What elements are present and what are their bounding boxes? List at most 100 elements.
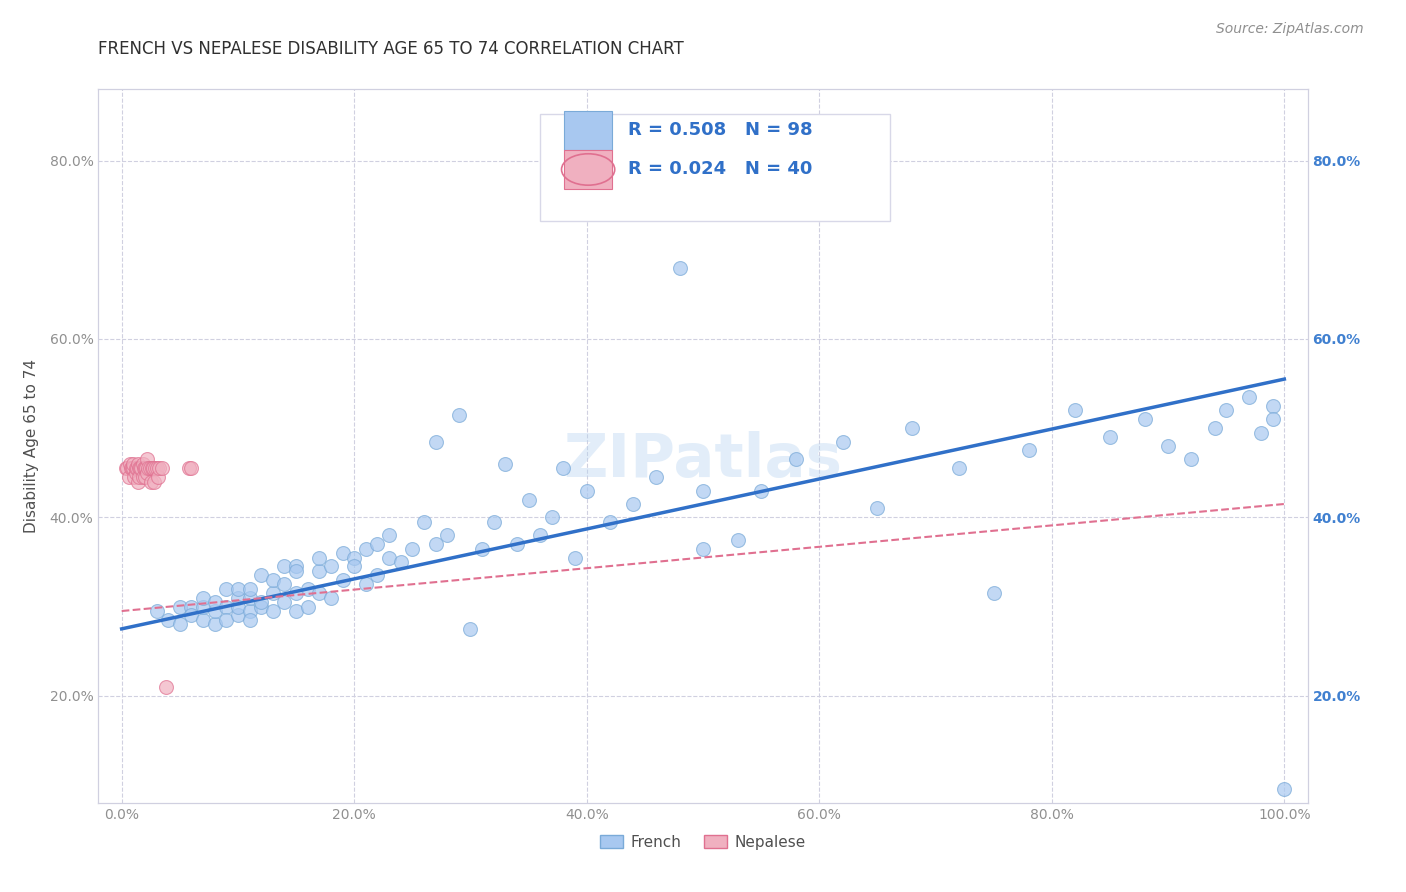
Point [285,604,308,618]
Point [471,541,494,556]
Point [124,466,146,480]
Point [343,550,366,565]
Text: FRENCH VS NEPALESE DISABILITY AGE 65 TO 74 CORRELATION CHART: FRENCH VS NEPALESE DISABILITY AGE 65 TO … [98,40,685,58]
Point [285,559,308,574]
Point [564,550,586,565]
Point [262,573,284,587]
Point [239,604,262,618]
Text: R = 0.508   N = 98: R = 0.508 N = 98 [628,121,813,139]
Point [308,550,330,565]
Point [727,533,749,547]
Point [1064,403,1087,417]
Point [297,582,319,596]
Point [1133,412,1156,426]
Point [204,617,226,632]
Point [319,559,342,574]
Point [1272,782,1295,797]
FancyBboxPatch shape [564,111,613,150]
Point [447,408,470,422]
Point [141,461,163,475]
Point [599,515,621,529]
Point [553,461,575,475]
Point [204,595,226,609]
Point [124,470,146,484]
Point [124,461,146,475]
Point [749,483,772,498]
Point [215,599,238,614]
Point [157,613,180,627]
Y-axis label: Disability Age 65 to 74: Disability Age 65 to 74 [24,359,38,533]
Point [343,559,366,574]
Point [273,595,295,609]
Point [143,475,166,489]
Point [983,586,1005,600]
Point [692,483,714,498]
Point [134,461,156,475]
Point [517,492,540,507]
Point [138,461,160,475]
Point [132,461,155,475]
Point [575,483,598,498]
Point [319,591,342,605]
Point [540,510,562,524]
Point [366,537,388,551]
Point [285,564,308,578]
Point [1261,399,1284,413]
Point [1239,390,1261,404]
Point [401,541,423,556]
Point [1261,412,1284,426]
Point [226,608,249,623]
Point [250,599,273,614]
Point [155,680,177,694]
Point [169,599,191,614]
Point [145,604,167,618]
Point [436,528,458,542]
Point [128,470,150,484]
Point [785,452,807,467]
Point [262,604,284,618]
Point [226,599,249,614]
Point [250,595,273,609]
Point [413,515,436,529]
Point [354,577,377,591]
Point [191,613,214,627]
Point [127,475,149,489]
Point [145,461,167,475]
Point [239,591,262,605]
Point [621,497,644,511]
Point [145,461,167,475]
FancyBboxPatch shape [540,114,890,221]
Point [117,461,139,475]
Point [273,559,295,574]
Point [131,470,153,484]
Text: Source: ZipAtlas.com: Source: ZipAtlas.com [1216,22,1364,37]
Point [1098,430,1121,444]
Point [506,537,529,551]
Point [131,461,153,475]
Point [1215,403,1237,417]
Point [226,582,249,596]
Point [135,461,157,475]
Point [118,470,141,484]
Text: R = 0.024   N = 40: R = 0.024 N = 40 [628,161,813,178]
Point [1204,421,1226,435]
Point [138,461,160,475]
Point [180,599,202,614]
Point [121,461,143,475]
Point [148,461,170,475]
Point [136,452,159,467]
Legend: French, Nepalese: French, Nepalese [593,829,813,855]
Point [150,461,173,475]
Point [297,599,319,614]
Point [122,461,145,475]
Point [250,568,273,582]
Point [128,461,150,475]
Point [134,470,156,484]
Point [139,475,162,489]
Point [215,613,238,627]
Point [668,260,690,275]
Point [285,586,308,600]
Point [529,528,551,542]
Point [239,582,262,596]
Point [1180,452,1202,467]
